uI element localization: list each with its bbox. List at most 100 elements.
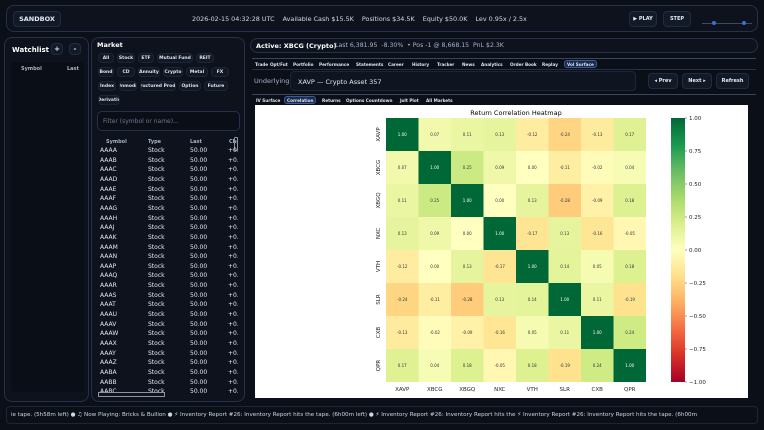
tab-vol-surface[interactable]: Vol Surface bbox=[564, 60, 597, 68]
tab-performance[interactable]: Performance bbox=[319, 61, 350, 67]
step-button[interactable]: STEP bbox=[663, 11, 691, 27]
subtab-returns[interactable]: Returns bbox=[322, 97, 341, 103]
table-row[interactable]: AABB Stock 50.00 +0.0 bbox=[100, 379, 240, 389]
tab-trade[interactable]: Trade bbox=[255, 61, 269, 67]
table-row[interactable]: AAAK Stock 50.00 +0.0 bbox=[100, 234, 240, 244]
table-row[interactable]: AAAU Stock 50.00 +0.0 bbox=[100, 311, 240, 321]
table-row[interactable]: AABC Stock 50.00 +0.0 bbox=[100, 388, 240, 398]
next-button[interactable]: Next ▸ bbox=[682, 73, 712, 89]
x-tick-label: XBGQ bbox=[459, 387, 476, 393]
add-watchlist-button[interactable]: + bbox=[51, 43, 63, 55]
filter-chip[interactable]: Unmodif bbox=[119, 81, 137, 91]
table-row[interactable]: AAAR Stock 50.00 +0.0 bbox=[100, 282, 240, 292]
tab-career[interactable]: Career bbox=[388, 61, 404, 67]
cell-type: Stock bbox=[148, 388, 165, 396]
x-tick-label: NXC bbox=[494, 387, 505, 393]
table-row[interactable]: AAAN Stock 50.00 +0.0 bbox=[100, 253, 240, 263]
table-row[interactable]: AAAE Stock 50.00 +0.0 bbox=[100, 186, 240, 196]
filter-chip[interactable]: Structured Produc bbox=[140, 81, 176, 91]
cell-type: Stock bbox=[148, 378, 165, 386]
divider bbox=[252, 69, 756, 70]
watchlist-panel: Watchlist + - Symbol Last bbox=[4, 37, 89, 402]
table-row[interactable]: AAAD Stock 50.00 +0.0 bbox=[100, 176, 240, 186]
subtab-options-countdown[interactable]: Options Countdown bbox=[346, 97, 393, 103]
subtab-iv-surface[interactable]: IV Surface bbox=[256, 97, 281, 103]
table-row[interactable]: AAAY Stock 50.00 +0.0 bbox=[100, 350, 240, 360]
filter-chip[interactable]: FX bbox=[211, 67, 229, 77]
refresh-button[interactable]: Refresh bbox=[716, 73, 749, 89]
tab-history[interactable]: History bbox=[412, 61, 430, 67]
table-row[interactable]: AAAW Stock 50.00 +0.0 bbox=[100, 330, 240, 340]
table-row[interactable]: AAAF Stock 50.00 +0.0 bbox=[100, 195, 240, 205]
table-row[interactable]: AAAS Stock 50.00 +0.0 bbox=[100, 292, 240, 302]
subtab-all-markets[interactable]: All Markets bbox=[426, 97, 453, 103]
horizontal-scrollbar[interactable] bbox=[98, 392, 165, 397]
cell-last: 50.00 bbox=[190, 204, 208, 212]
heatmap-cell bbox=[418, 349, 451, 382]
filter-chip[interactable]: Metal bbox=[186, 67, 208, 77]
tab-opt-fut[interactable]: Opt/Fut bbox=[270, 61, 288, 67]
underlying-select[interactable]: XAVP — Crypto Asset 357 bbox=[290, 71, 636, 91]
table-row[interactable]: AAAX Stock 50.00 +0.0 bbox=[100, 340, 240, 350]
table-row[interactable]: AAAZ Stock 50.00 +0.0 bbox=[100, 359, 240, 369]
filter-chip[interactable]: All bbox=[98, 53, 114, 63]
active-details: Last 6,381.95 -8.30% • Pos -1 @ 8,668.15… bbox=[335, 42, 504, 49]
table-row[interactable]: AAAC Stock 50.00 +0.0 bbox=[100, 166, 240, 176]
cell-symbol: AAAB bbox=[100, 156, 117, 164]
subtab-jolt-plot[interactable]: Jolt Plot bbox=[400, 97, 419, 103]
cell-chg: +0.0 bbox=[228, 214, 238, 222]
tab-portfolio[interactable]: Portfolio bbox=[293, 61, 314, 67]
play-button[interactable]: ▶ PLAY bbox=[629, 11, 657, 27]
filter-chip[interactable]: Mutual Fund bbox=[157, 53, 193, 63]
table-row[interactable]: AAAH Stock 50.00 +0.0 bbox=[100, 215, 240, 225]
table-row[interactable]: AABA Stock 50.00 +0.0 bbox=[100, 369, 240, 379]
cell-label: 0.00 bbox=[495, 198, 504, 203]
filter-chip[interactable]: Stock bbox=[117, 53, 135, 63]
table-row[interactable]: AAAQ Stock 50.00 +0.0 bbox=[100, 272, 240, 282]
filter-chip[interactable]: REIT bbox=[196, 53, 214, 63]
table-row[interactable]: AAAM Stock 50.00 +0.0 bbox=[100, 244, 240, 254]
filter-input[interactable]: Filter (symbol or name)... bbox=[97, 111, 240, 131]
tab-analytics[interactable]: Analytics bbox=[481, 61, 503, 67]
table-row[interactable]: AAAG Stock 50.00 +0.0 bbox=[100, 205, 240, 215]
filter-chip[interactable]: Option bbox=[179, 81, 201, 91]
filter-chip[interactable]: Future bbox=[204, 81, 228, 91]
table-row[interactable]: AAAJ Stock 50.00 +0.0 bbox=[100, 224, 240, 234]
tab-tracker[interactable]: Tracker bbox=[437, 61, 455, 67]
cell-chg: +0.0 bbox=[228, 233, 238, 241]
tab-statements[interactable]: Statements bbox=[356, 61, 384, 67]
slider-knob[interactable] bbox=[712, 21, 716, 25]
table-row[interactable]: AAAB Stock 50.00 +0.0 bbox=[100, 157, 240, 167]
prev-button[interactable]: ◂ Prev bbox=[648, 73, 678, 89]
subtab-correlation[interactable]: Correlation bbox=[284, 96, 317, 104]
slider-knob[interactable] bbox=[742, 21, 746, 25]
cell-last: 50.00 bbox=[190, 301, 208, 309]
cell-chg: +0.0 bbox=[228, 147, 238, 154]
filter-chip[interactable]: Annuity bbox=[138, 67, 160, 77]
filter-chip[interactable]: Crypto bbox=[163, 67, 183, 77]
cell-label: -0.05 bbox=[495, 363, 506, 368]
heatmap-cell bbox=[451, 349, 484, 382]
filter-chip[interactable]: Bond bbox=[98, 67, 114, 77]
tab-replay[interactable]: Replay bbox=[542, 61, 558, 67]
heatmap-cell bbox=[386, 316, 419, 349]
cell-label: -0.24 bbox=[397, 297, 408, 302]
table-row[interactable]: AAAV Stock 50.00 +0.0 bbox=[100, 321, 240, 331]
account-stats: 2026-02-15 04:32:28 UTC Available Cash $… bbox=[192, 15, 533, 23]
filter-chip[interactable]: Index bbox=[98, 81, 116, 91]
tab-news[interactable]: News bbox=[462, 61, 475, 67]
filter-chip[interactable]: Derivativ bbox=[98, 95, 120, 105]
filter-chip[interactable]: CD bbox=[117, 67, 135, 77]
tab-order-book[interactable]: Order Book bbox=[510, 61, 537, 67]
table-row[interactable]: AAAP Stock 50.00 +0.0 bbox=[100, 263, 240, 273]
heatmap-cell bbox=[516, 349, 549, 382]
y-tick-label: XBCG bbox=[376, 160, 382, 176]
cell-label: 0.13 bbox=[398, 231, 407, 236]
table-row[interactable]: AAAA Stock 50.00 +0.0 bbox=[100, 147, 240, 157]
table-row[interactable]: AAAT Stock 50.00 +0.0 bbox=[100, 301, 240, 311]
remove-watchlist-button[interactable]: - bbox=[69, 43, 81, 55]
cell-symbol: AAAJ bbox=[100, 224, 115, 232]
filter-chip[interactable]: ETF bbox=[138, 53, 154, 63]
speed-slider[interactable] bbox=[702, 23, 752, 24]
vertical-scrollbar[interactable] bbox=[234, 137, 238, 151]
